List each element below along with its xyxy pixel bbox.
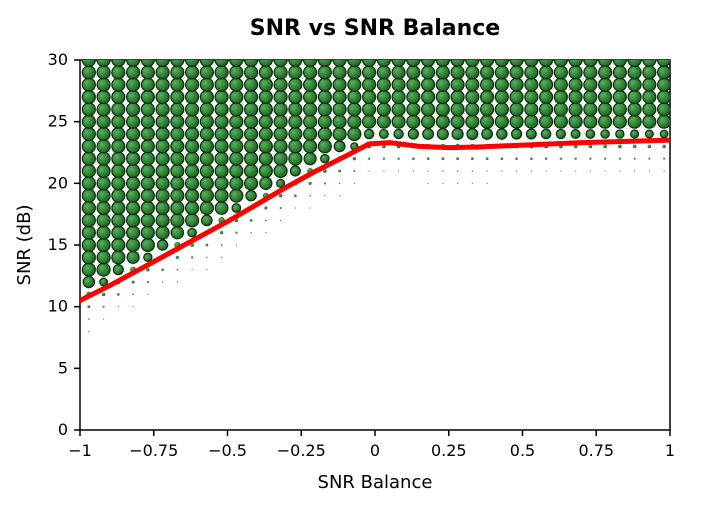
x-tick-label: −1 <box>68 441 92 460</box>
chart-title: SNR vs SNR Balance <box>250 16 500 41</box>
y-tick-label: 10 <box>48 297 68 316</box>
x-tick-label: 0.25 <box>431 441 467 460</box>
x-tick-label: 0.5 <box>510 441 535 460</box>
chart-container: SNR vs SNR Balance −1 −0.75 −0.5 −0.25 0 0.25 0… <box>0 0 701 515</box>
x-tick-label: −0.25 <box>277 441 326 460</box>
y-tick-label: 30 <box>48 50 68 69</box>
x-axis-label: SNR Balance <box>318 472 433 493</box>
x-tick-label: −0.5 <box>208 441 247 460</box>
y-tick-label: 25 <box>48 112 68 131</box>
y-tick-label: 5 <box>58 358 68 377</box>
x-tick-label: −0.75 <box>129 441 178 460</box>
x-tick-label: 0 <box>370 441 380 460</box>
x-tick-label: 1 <box>665 441 675 460</box>
y-axis-label: SNR (dB) <box>14 205 35 286</box>
y-tick-label: 20 <box>48 173 68 192</box>
chart-svg: SNR vs SNR Balance −1 −0.75 −0.5 −0.25 0 0.25 0… <box>0 0 701 515</box>
x-tick-label: 0.75 <box>578 441 614 460</box>
y-tick-label: 15 <box>48 235 68 254</box>
y-tick-label: 0 <box>58 420 68 439</box>
